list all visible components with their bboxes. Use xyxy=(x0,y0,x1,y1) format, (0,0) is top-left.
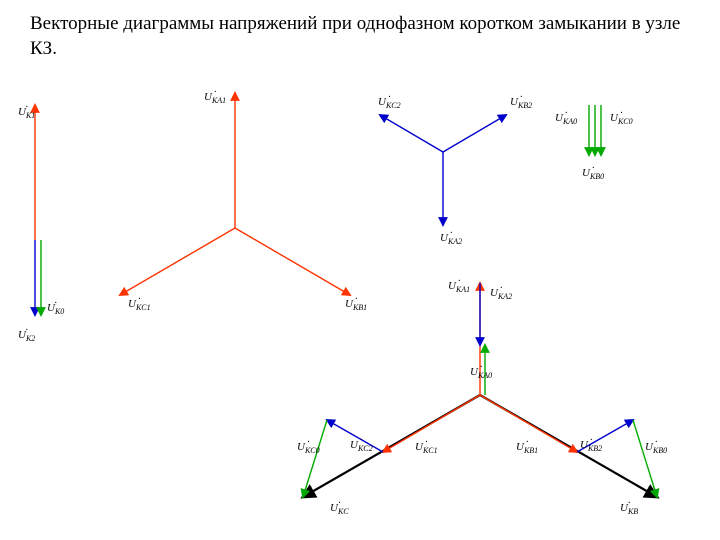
label-ls-ukc1: ·UKC1 xyxy=(415,437,438,455)
vector-d1-ub1 xyxy=(235,228,350,295)
label-l-ukc0: ·UKC0 xyxy=(610,108,633,126)
label-ls-ukb0: ·UKB0 xyxy=(645,437,667,455)
label-ls-ukc2: ·UKC2 xyxy=(350,435,373,453)
label-l-ukc1: ·UKC1 xyxy=(128,294,151,312)
vector-d1-uc1 xyxy=(120,228,235,295)
label-l-uka2: ·UKA2 xyxy=(440,228,462,246)
label-ls-ukc: ·UKC xyxy=(330,498,349,516)
label-ls-ukb1: ·UKB1 xyxy=(516,437,538,455)
label-l-uk1: ·UK1 xyxy=(18,102,35,120)
label-ls-ukb2: ·UKB2 xyxy=(580,435,602,453)
label-l-ukb1: ·UKB1 xyxy=(345,294,367,312)
label-ls-ukb: ·UKB xyxy=(620,498,638,516)
label-ls-uka2: ·UKA2 xyxy=(490,283,512,301)
label-l-ukb2: ·UKB2 xyxy=(510,92,532,110)
label-ls-uka0: ·UKA0 xyxy=(470,362,492,380)
label-l-uk2: ·UK2 xyxy=(18,325,35,343)
label-ls-uka1: ·UKA1 xyxy=(448,276,470,294)
label-l-uka1: ·UKA1 xyxy=(204,87,226,105)
label-l-ukc2: ·UKC2 xyxy=(378,92,401,110)
label-l-uka0: ·UKA0 xyxy=(555,108,577,126)
vector-d2-uc2 xyxy=(380,115,443,152)
label-l-ukb0: ·UKB0 xyxy=(582,163,604,181)
vector-d2-ub2 xyxy=(443,115,506,152)
label-ls-ukc0: ·UKC0 xyxy=(297,437,320,455)
label-l-uk0: ·UK0 xyxy=(47,298,64,316)
vector-diagram xyxy=(0,0,720,540)
